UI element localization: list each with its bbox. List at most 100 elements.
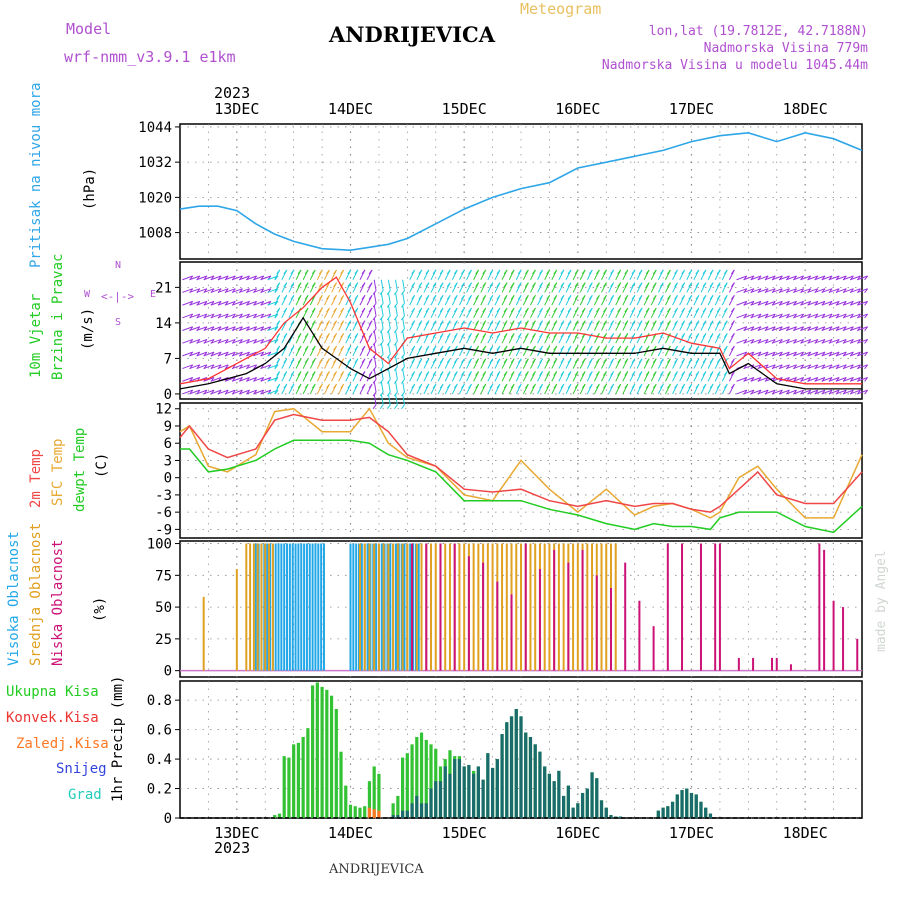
wind-barb <box>246 351 257 357</box>
wind-barb-feather <box>659 295 664 300</box>
wind-barb <box>373 279 377 291</box>
precip-bar-snow <box>547 773 552 818</box>
wind-barb <box>239 364 250 370</box>
wind-barb <box>857 275 868 281</box>
wind-barb-feather <box>581 269 586 275</box>
wind-barb <box>224 389 236 395</box>
wind-barb-feather <box>496 358 501 364</box>
wind-barb-feather <box>560 345 565 351</box>
wind-barb-feather <box>617 371 622 376</box>
wind-barb <box>210 288 222 293</box>
wind-barb-feather <box>475 371 480 376</box>
wind-barb <box>743 326 755 331</box>
wind-barb-feather <box>667 371 671 376</box>
wind-barb <box>736 275 747 281</box>
wind-barb <box>402 305 405 317</box>
wind-barb-feather <box>709 383 714 389</box>
wind-barb <box>246 313 257 319</box>
wind-barb-feather <box>326 333 330 338</box>
wind-barb-feather <box>652 358 657 364</box>
wind-barb-feather <box>723 295 728 300</box>
wind-barb-feather <box>496 333 501 338</box>
wind-barb-feather <box>393 341 398 346</box>
wind-barb <box>196 313 208 319</box>
wind-barb-feather <box>475 295 480 300</box>
y-tick-label: 0 <box>164 387 172 403</box>
wind-barb-feather <box>340 371 345 376</box>
wind-barb-feather <box>532 282 536 287</box>
wind-barb <box>857 376 868 382</box>
wind-barb-feather <box>475 383 480 389</box>
wind-barb <box>835 326 847 331</box>
wind-barb-feather <box>446 358 451 364</box>
compass-s-label: S <box>115 317 122 328</box>
wind-barb-feather <box>379 302 384 308</box>
wind-barb <box>246 288 257 293</box>
wind-barb <box>807 389 819 395</box>
precip-bar-snow <box>486 753 490 818</box>
wind-barb-feather <box>418 320 423 325</box>
wind-barb-feather <box>588 320 593 325</box>
wind-barb-feather <box>489 269 494 275</box>
wind-barb-feather <box>439 282 444 287</box>
wind-barb <box>196 300 208 306</box>
wind-barb-feather <box>864 377 868 382</box>
y-tick-label: 14 <box>155 316 172 332</box>
precip-bar-total <box>348 804 353 818</box>
wind-barb-feather <box>347 269 352 275</box>
wind-barb-feather <box>468 307 472 313</box>
wind-barb-feather <box>379 366 384 372</box>
wind-barb <box>793 326 804 331</box>
wind-barb-feather <box>439 333 444 338</box>
wind-barb-feather <box>318 269 323 275</box>
wind-barb <box>246 376 257 382</box>
y-tick-label: 1008 <box>138 226 172 242</box>
wind-barb <box>757 389 769 395</box>
wind-barb-feather <box>503 345 508 351</box>
precip-bar-snow <box>419 803 424 818</box>
wind-barb-feather <box>401 353 405 359</box>
wind-barb <box>814 300 826 306</box>
precip-bar-snow <box>708 813 713 818</box>
wind-barb <box>828 275 840 281</box>
wind-barb <box>778 351 790 357</box>
wind-barb-feather <box>730 333 735 338</box>
wind-barb <box>842 326 854 331</box>
precip-bar-total <box>410 744 414 818</box>
wind-barb-feather <box>532 269 536 275</box>
y-tick-label: 21 <box>155 280 172 296</box>
wind-barb-feather <box>532 333 536 338</box>
wind-barb-feather <box>702 345 707 351</box>
wind-barb <box>395 355 398 367</box>
precip-bar-total <box>320 686 324 818</box>
compass-e-label: E <box>150 289 157 300</box>
precip-bar-total <box>311 685 315 818</box>
wind-barb <box>253 275 264 281</box>
wind-barb-feather <box>475 320 480 325</box>
wind-barb-feather <box>432 333 437 338</box>
legend-frozen-precip: Zaledj.Kisa <box>16 736 109 752</box>
wind-barb-feather <box>361 383 366 389</box>
wind-barb-feather <box>723 307 728 313</box>
wind-barb-feather <box>603 320 607 325</box>
wind-barb-feather <box>482 320 487 325</box>
wind-barb-feather <box>617 307 622 313</box>
wind-barb <box>203 338 215 344</box>
wind-barb-feather <box>546 383 551 389</box>
wind-barb-feather <box>393 404 398 410</box>
wind-barb-feather <box>510 358 515 364</box>
wind-barb-feather <box>624 371 629 376</box>
wind-barb <box>387 368 391 380</box>
wind-barb-feather <box>603 371 607 376</box>
wind-barb-feather <box>340 345 345 351</box>
legend-snow: Snijeg <box>56 761 107 777</box>
wind-barb-feather <box>539 282 543 287</box>
wind-barb-feather <box>553 295 558 300</box>
wind-barb-feather <box>864 301 868 306</box>
wind-barb-feather <box>588 345 593 351</box>
wind-barb <box>224 300 236 306</box>
wind-barb-feather <box>624 269 629 275</box>
wind-barb-feather <box>588 282 593 287</box>
wind-barb-feather <box>354 383 359 389</box>
wind-barb-feather <box>411 269 416 275</box>
